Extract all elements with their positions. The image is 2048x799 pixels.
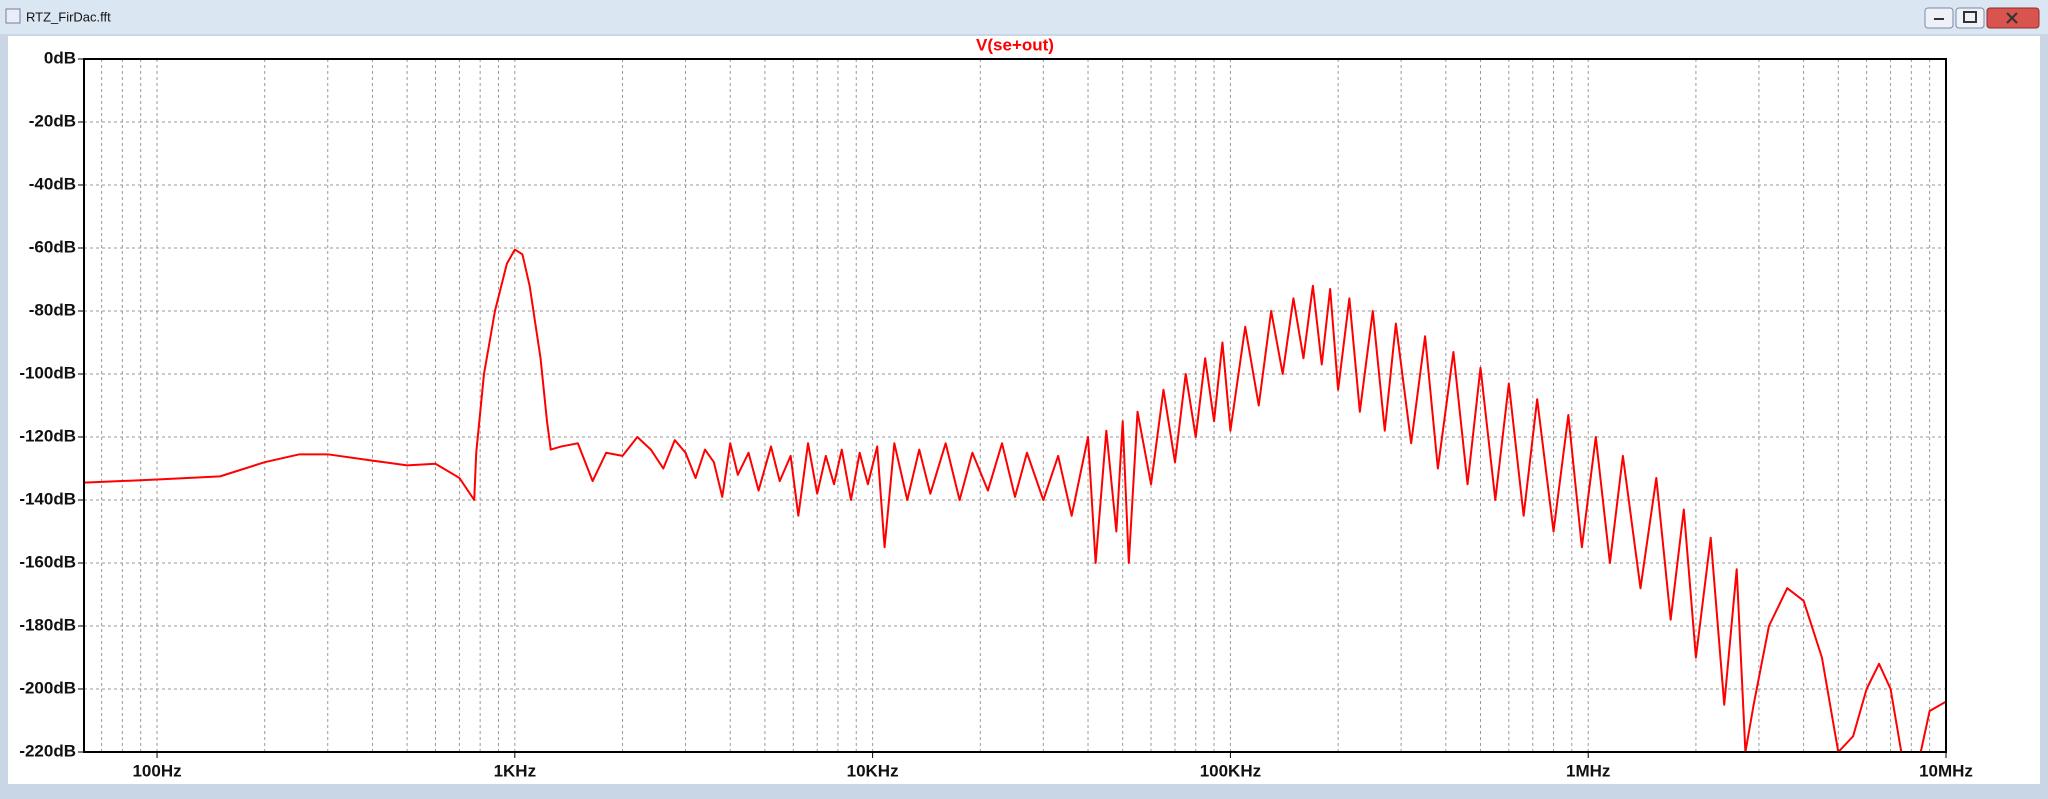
y-tick-label: -80dB [29, 300, 76, 319]
y-tick-label: 0dB [44, 48, 76, 67]
y-tick-label: -60dB [29, 237, 76, 256]
y-tick-label: -120dB [19, 426, 76, 445]
y-tick-label: -100dB [19, 363, 76, 382]
x-tick-label: 10MHz [1919, 761, 1973, 780]
y-tick-label: -220dB [19, 741, 76, 760]
y-tick-label: -40dB [29, 174, 76, 193]
plot-pane [8, 36, 2040, 784]
window-button-icons [1934, 11, 2018, 24]
legend-label: V(se+out) [976, 35, 1054, 54]
title-bar [0, 0, 2048, 34]
x-tick-label: 100KHz [1200, 761, 1261, 780]
x-tick-label: 100Hz [132, 761, 181, 780]
y-tick-label: -200dB [19, 678, 76, 697]
y-tick-label: -160dB [19, 552, 76, 571]
y-tick-label: -20dB [29, 111, 76, 130]
y-tick-label: -180dB [19, 615, 76, 634]
app-icon [5, 8, 21, 24]
trace [84, 248, 1946, 752]
plot-border [83, 58, 1947, 753]
chart: 0dB -20dB -40dB -60dB -80dB -100dB -120dB -140d… [19, 35, 1973, 780]
x-tick-label: 10KHz [847, 761, 899, 780]
window-title: RTZ_FirDac.fft [26, 9, 111, 24]
x-tick-label: 1MHz [1566, 761, 1610, 780]
y-tick-label: -140dB [19, 489, 76, 508]
x-tick-label: 1KHz [494, 761, 537, 780]
